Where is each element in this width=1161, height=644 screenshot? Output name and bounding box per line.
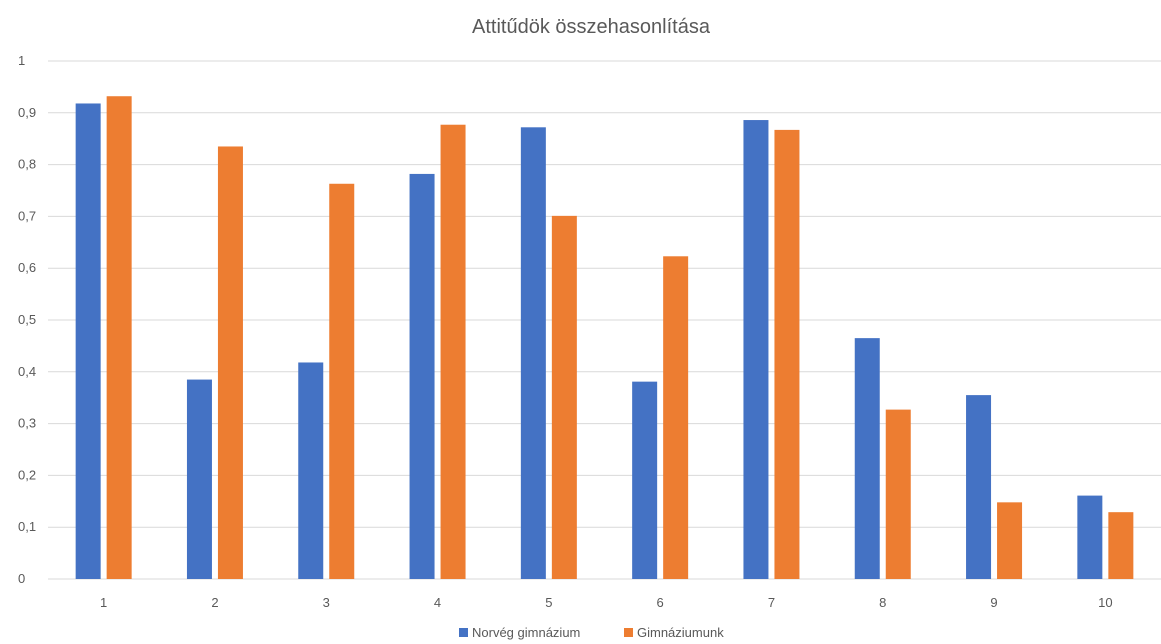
legend-swatch [624, 628, 633, 637]
y-tick-label: 1 [18, 53, 25, 68]
x-tick-label: 10 [1098, 595, 1112, 610]
bar-series-2-category-8 [885, 409, 911, 579]
y-tick-label: 0,1 [18, 519, 36, 534]
x-tick-label: 1 [100, 595, 107, 610]
x-tick-label: 8 [879, 595, 886, 610]
x-tick-label: 9 [990, 595, 997, 610]
bar-series-2-category-1 [106, 96, 132, 579]
legend-swatch [459, 628, 468, 637]
bar-series-2-category-2 [217, 146, 243, 579]
bars [75, 96, 1134, 580]
y-tick-label: 0,3 [18, 416, 36, 431]
legend-label: Norvég gimnázium [472, 625, 580, 640]
y-tick-label: 0 [18, 571, 25, 586]
x-tick-label: 4 [434, 595, 441, 610]
y-tick-label: 0,4 [18, 364, 36, 379]
chart-title: Attitűdök összehasonlítása [472, 16, 711, 38]
bar-series-1-category-1 [75, 103, 101, 579]
y-axis-ticks: 0 0,1 0,2 0,3 0,4 0,5 0,6 0,7 0,8 0,9 1 [18, 53, 36, 586]
bar-series-2-category-3 [329, 183, 355, 580]
x-tick-label: 3 [323, 595, 330, 610]
bar-series-1-category-8 [854, 338, 880, 579]
bar-series-1-category-2 [186, 379, 212, 579]
bar-series-1-category-6 [632, 381, 658, 579]
y-tick-label: 0,9 [18, 105, 36, 120]
bar-series-2-category-9 [997, 502, 1023, 579]
bar-series-2-category-7 [774, 129, 800, 580]
x-tick-label: 5 [545, 595, 552, 610]
bar-series-1-category-10 [1077, 495, 1103, 579]
y-tick-label: 0,5 [18, 312, 36, 327]
legend: Norvég gimnázium Gimnáziumunk [459, 625, 724, 640]
bar-series-1-category-3 [298, 362, 324, 579]
bar-series-1-category-7 [743, 120, 769, 579]
bar-series-2-category-10 [1108, 512, 1134, 579]
x-axis-ticks: 1 2 3 4 5 6 7 8 9 10 [100, 595, 1113, 610]
legend-label: Gimnáziumunk [637, 625, 724, 640]
bar-series-2-category-4 [440, 124, 466, 580]
gridlines [48, 60, 1161, 580]
y-tick-label: 0,8 [18, 157, 36, 172]
bar-series-1-category-9 [966, 395, 992, 579]
x-tick-label: 6 [657, 595, 664, 610]
y-tick-label: 0,6 [18, 260, 36, 275]
y-tick-label: 0,2 [18, 467, 36, 482]
bar-series-1-category-5 [520, 127, 546, 579]
bar-series-2-category-5 [551, 215, 577, 579]
x-tick-label: 2 [211, 595, 218, 610]
bar-series-2-category-6 [663, 256, 689, 579]
bar-series-1-category-4 [409, 173, 435, 579]
y-tick-label: 0,7 [18, 208, 36, 223]
x-tick-label: 7 [768, 595, 775, 610]
